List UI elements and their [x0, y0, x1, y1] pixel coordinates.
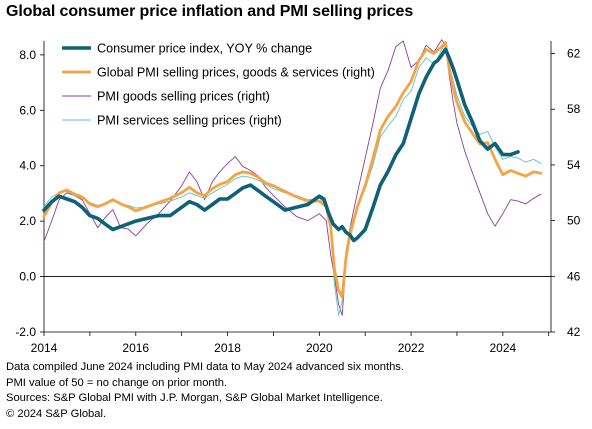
- y-right-tick-label: 58: [567, 102, 581, 116]
- chart-axes: -2.0 0.0 2.0 4.0 6.0 8.0 42 46 50 54 58 62 2014 2016 2…: [15, 41, 581, 355]
- footnote-sources: Sources: S&P Global PMI with J.P. Morgan…: [6, 392, 383, 405]
- y-right-tick-label: 54: [567, 158, 581, 172]
- x-tick-label: 2020: [306, 341, 333, 355]
- y-right-tick-label: 46: [567, 269, 581, 283]
- legend-label-1: Global PMI selling prices, goods & servi…: [97, 66, 375, 80]
- chart-title: Global consumer price inflation and PMI …: [6, 3, 414, 20]
- x-tick-label: 2016: [122, 341, 149, 355]
- chart-lines: [42, 39, 543, 316]
- y-left-tick-label: 8.0: [19, 48, 36, 62]
- footnote-data-compiled: Data compiled June 2024 including PMI da…: [6, 361, 405, 373]
- y-left-tick-label: 4.0: [19, 159, 36, 173]
- x-tick-label: 2022: [398, 341, 425, 355]
- y-right-tick-label: 50: [567, 214, 581, 228]
- legend-label-3: PMI services selling prices (right): [97, 114, 282, 128]
- footnote-pmi-definition: PMI value of 50 = no change on prior mon…: [6, 376, 228, 389]
- y-left-tick-label: -2.0: [15, 325, 36, 339]
- legend-label-2: PMI goods selling prices (right): [97, 90, 270, 104]
- y-left-tick-label: 6.0: [19, 103, 36, 117]
- x-tick-label: 2014: [31, 341, 58, 355]
- series-line-0: [42, 47, 520, 243]
- y-right-tick-label: 42: [567, 325, 581, 339]
- y-left-tick-label: 2.0: [19, 214, 36, 228]
- x-tick-label: 2024: [489, 341, 516, 355]
- footnotes: Data compiled June 2024 including PMI da…: [6, 360, 404, 422]
- footnote-copyright: © 2024 S&P Global.: [6, 407, 107, 420]
- chart: -2.0 0.0 2.0 4.0 6.0 8.0 42 46 50 54 58 62 2014 2016 2…: [15, 39, 581, 355]
- y-left-tick-label: 0.0: [19, 270, 36, 284]
- series-line-3: [43, 43, 542, 316]
- legend-label-0: Consumer price index, YOY % change: [97, 42, 312, 56]
- series-line-2: [43, 39, 542, 316]
- x-tick-label: 2018: [214, 341, 241, 355]
- series-line-1: [42, 41, 543, 299]
- chart-legend: Consumer price index, YOY % change Global…: [62, 42, 375, 128]
- y-right-tick-label: 62: [567, 47, 581, 61]
